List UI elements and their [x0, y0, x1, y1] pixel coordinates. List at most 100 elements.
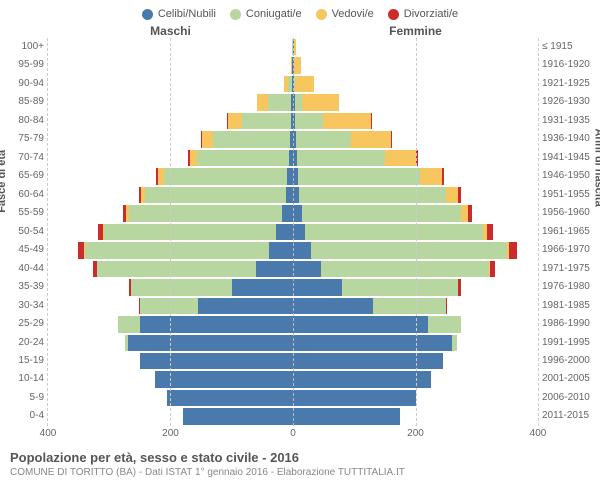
- birth-tick: 1971-1975: [542, 260, 600, 278]
- x-tick: 200: [407, 428, 424, 439]
- birth-tick: 1916-1920: [542, 56, 600, 74]
- header-female: Femmine: [293, 24, 538, 38]
- bar-row: [48, 260, 293, 278]
- bar-segment-cel: [286, 187, 293, 203]
- yaxis-left-title: Fasce di età: [0, 150, 8, 213]
- age-tick: 95-99: [0, 56, 44, 74]
- plot-area: [48, 38, 538, 426]
- bar-segment-div: [458, 279, 460, 295]
- bar-row: [48, 297, 293, 315]
- bar-row: [48, 223, 293, 241]
- bar-segment-con: [164, 168, 287, 184]
- bar-segment-cel: [293, 261, 321, 277]
- birth-tick: 1986-1990: [542, 315, 600, 333]
- birth-tick: ≤ 1915: [542, 38, 600, 56]
- bar-segment-ved: [385, 150, 416, 166]
- bar-segment-div: [391, 131, 392, 147]
- legend-item: Coniugati/e: [230, 8, 302, 20]
- age-tick: 45-49: [0, 241, 44, 259]
- legend-label: Divorziati/e: [404, 8, 458, 20]
- bar-segment-cel: [198, 298, 293, 314]
- bar-segment-cel: [276, 224, 293, 240]
- birth-tick: 1921-1925: [542, 75, 600, 93]
- legend-label: Coniugati/e: [246, 8, 302, 20]
- bar-segment-cel: [140, 353, 293, 369]
- bar-segment-con: [118, 316, 139, 332]
- age-tick: 50-54: [0, 223, 44, 241]
- age-tick: 0-4: [0, 407, 44, 425]
- bar-row: [48, 56, 293, 74]
- column-headers: Maschi Femmine: [0, 24, 600, 38]
- bar-segment-con: [299, 187, 446, 203]
- birth-tick: 2001-2005: [542, 370, 600, 388]
- bar-segment-cel: [293, 242, 311, 258]
- bar-segment-cel: [293, 205, 302, 221]
- bar-segment-ved: [351, 131, 391, 147]
- birth-tick: 1996-2000: [542, 352, 600, 370]
- bar-segment-div: [442, 168, 444, 184]
- legend-item: Vedovi/e: [316, 8, 374, 20]
- bar-row: [48, 93, 293, 111]
- legend-dot: [142, 9, 153, 20]
- bar-row: [48, 389, 293, 407]
- bar-segment-cel: [140, 316, 293, 332]
- bar-segment-div: [468, 205, 472, 221]
- bar-segment-con: [85, 242, 269, 258]
- age-axis: 100+95-9990-9485-8980-8475-7970-7465-696…: [0, 38, 48, 426]
- bar-segment-cel: [293, 371, 431, 387]
- header-male: Maschi: [48, 24, 293, 38]
- birth-tick: 2011-2015: [542, 407, 600, 425]
- age-tick: 40-44: [0, 260, 44, 278]
- bar-segment-div: [487, 224, 493, 240]
- x-tick: 0: [290, 428, 296, 439]
- bar-row: [48, 75, 293, 93]
- chart-footer: Popolazione per età, sesso e stato civil…: [0, 444, 600, 478]
- bar-row: [48, 352, 293, 370]
- bar-segment-ved: [190, 150, 197, 166]
- bar-segment-con: [295, 94, 302, 110]
- age-tick: 25-29: [0, 315, 44, 333]
- age-tick: 5-9: [0, 389, 44, 407]
- birth-tick: 1976-1980: [542, 278, 600, 296]
- x-tick: 400: [530, 428, 547, 439]
- bar-segment-con: [342, 279, 458, 295]
- bar-segment-cel: [256, 261, 293, 277]
- bar-segment-cel: [155, 371, 293, 387]
- chart-title: Popolazione per età, sesso e stato civil…: [10, 450, 590, 465]
- bar-segment-cel: [293, 316, 428, 332]
- legend-label: Vedovi/e: [332, 8, 374, 20]
- bar-segment-ved: [446, 187, 458, 203]
- age-tick: 35-39: [0, 278, 44, 296]
- age-tick: 90-94: [0, 75, 44, 93]
- bar-segment-con: [268, 94, 291, 110]
- bar-segment-cel: [293, 279, 342, 295]
- bar-segment-con: [97, 261, 256, 277]
- bar-segment-cel: [128, 335, 293, 351]
- age-tick: 75-79: [0, 130, 44, 148]
- bar-segment-cel: [183, 408, 293, 424]
- legend-dot: [230, 9, 241, 20]
- bar-segment-cel: [293, 408, 400, 424]
- legend-item: Celibi/Nubili: [142, 8, 216, 20]
- bar-row: [48, 407, 293, 425]
- bar-segment-con: [242, 113, 291, 129]
- bar-row: [48, 315, 293, 333]
- bar-segment-cel: [293, 224, 305, 240]
- birth-tick: 1956-1960: [542, 204, 600, 222]
- birth-tick: 1926-1930: [542, 93, 600, 111]
- bar-row: [48, 130, 293, 148]
- bar-segment-ved: [302, 94, 339, 110]
- pyramid-chart: Fasce di età Anni di nascita 100+95-9990…: [0, 38, 600, 426]
- bar-row: [48, 241, 293, 259]
- bar-segment-ved: [294, 57, 301, 73]
- legend-item: Divorziati/e: [388, 8, 458, 20]
- birth-tick: 1961-1965: [542, 223, 600, 241]
- age-tick: 80-84: [0, 112, 44, 130]
- x-tick: 400: [40, 428, 57, 439]
- bar-segment-ved: [295, 76, 313, 92]
- age-tick: 85-89: [0, 93, 44, 111]
- legend-label: Celibi/Nubili: [158, 8, 216, 20]
- bar-segment-con: [305, 224, 483, 240]
- birth-tick: 1981-1985: [542, 297, 600, 315]
- bar-segment-cel: [269, 242, 294, 258]
